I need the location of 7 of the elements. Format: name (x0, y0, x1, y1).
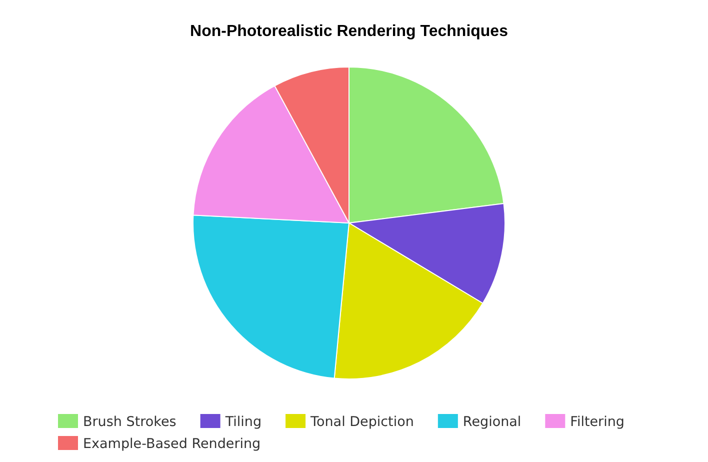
legend-label: Filtering (570, 414, 624, 430)
legend-label: Brush Strokes (83, 414, 176, 430)
legend-label: Tonal Depiction (310, 414, 414, 430)
legend-label: Tiling (224, 414, 262, 430)
chart-title: Non-Photorealistic Rendering Techniques (190, 23, 508, 40)
legend-label: Example-Based Rendering (83, 436, 261, 452)
legend-label: Regional (462, 414, 522, 430)
